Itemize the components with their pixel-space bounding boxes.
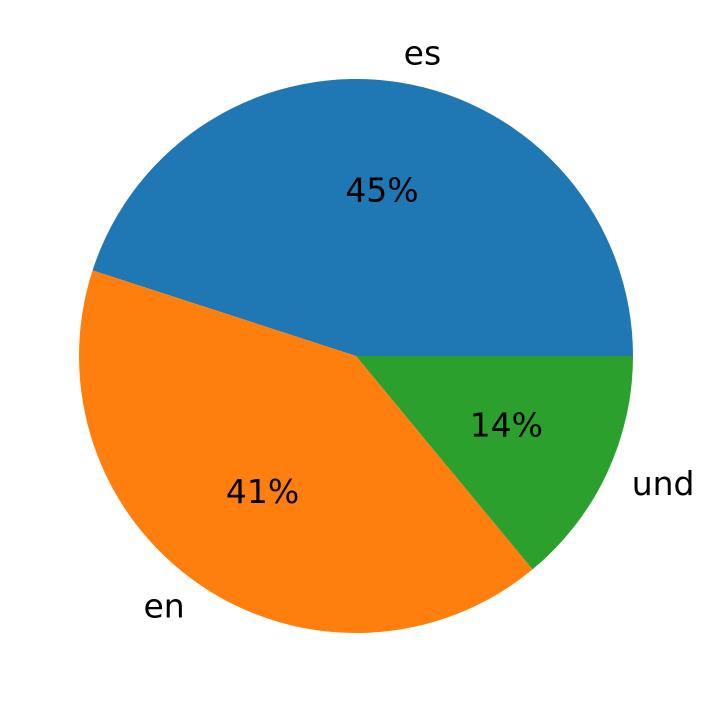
value-label: 45% [345, 170, 418, 209]
value-label: 41% [226, 472, 299, 511]
category-label: en [144, 587, 185, 626]
pie-wedge [79, 270, 533, 633]
category-label: es [404, 34, 442, 73]
value-label: 14% [470, 405, 543, 444]
category-label: und [632, 464, 695, 503]
pie-wedge [92, 79, 633, 356]
pie-wedge [356, 356, 633, 570]
